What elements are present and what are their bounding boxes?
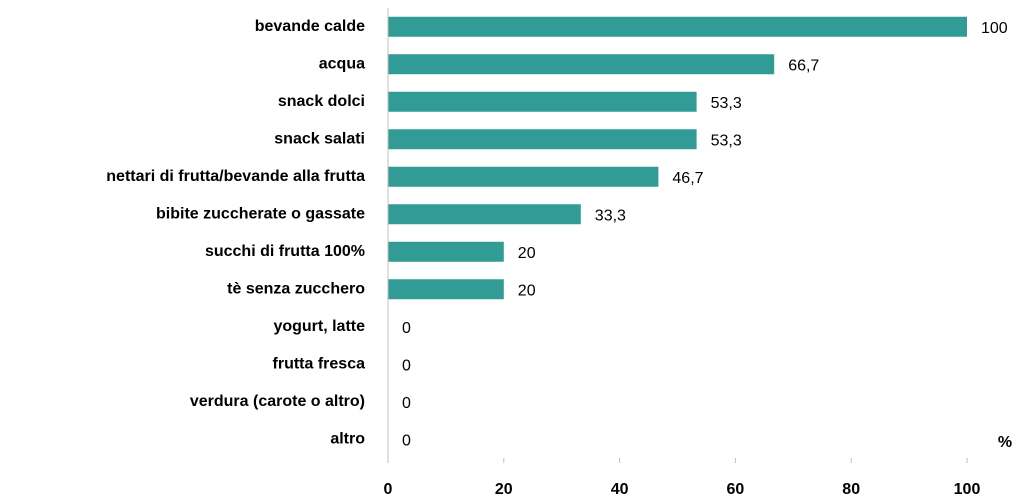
- value-label: 0: [402, 357, 411, 374]
- y-tick-label: frutta fresca: [273, 355, 366, 372]
- y-tick-label: yogurt, latte: [273, 318, 365, 335]
- y-tick-label: snack salati: [274, 130, 365, 147]
- x-axis-label: %: [998, 434, 1012, 451]
- y-tick-label: verdura (carote o altro): [190, 393, 365, 410]
- x-tick-label: 0: [384, 481, 393, 498]
- value-label: 100: [981, 20, 1008, 37]
- x-tick-label: 100: [954, 481, 981, 498]
- y-tick-label: tè senza zucchero: [227, 280, 365, 297]
- y-tick-label: snack dolci: [278, 93, 365, 110]
- y-tick-label: bevande calde: [255, 18, 365, 35]
- x-tick-label: 80: [842, 481, 860, 498]
- y-tick-label: succhi di frutta 100%: [205, 243, 365, 260]
- bar: [388, 54, 775, 75]
- value-label: 66,7: [788, 57, 819, 74]
- bar: [388, 241, 504, 262]
- bar: [388, 91, 697, 112]
- x-tick-label: 60: [727, 481, 745, 498]
- value-label: 20: [518, 282, 536, 299]
- y-tick-label: acqua: [319, 55, 365, 72]
- value-label: 46,7: [672, 170, 703, 187]
- value-label: 53,3: [711, 95, 742, 112]
- bar: [388, 166, 659, 187]
- bar: [388, 279, 504, 300]
- x-tick-label: 40: [611, 481, 629, 498]
- value-label: 0: [402, 432, 411, 449]
- value-label: 20: [518, 245, 536, 262]
- y-tick-label: altro: [330, 430, 365, 447]
- value-label: 53,3: [711, 132, 742, 149]
- bar: [388, 129, 697, 150]
- x-tick-label: 20: [495, 481, 513, 498]
- y-tick-label: bibite zuccherate o gassate: [156, 205, 365, 222]
- bar: [388, 204, 581, 225]
- value-label: 0: [402, 320, 411, 337]
- bar: [388, 16, 967, 37]
- value-label: 0: [402, 395, 411, 412]
- y-tick-label: nettari di frutta/bevande alla frutta: [106, 168, 365, 185]
- value-label: 33,3: [595, 207, 626, 224]
